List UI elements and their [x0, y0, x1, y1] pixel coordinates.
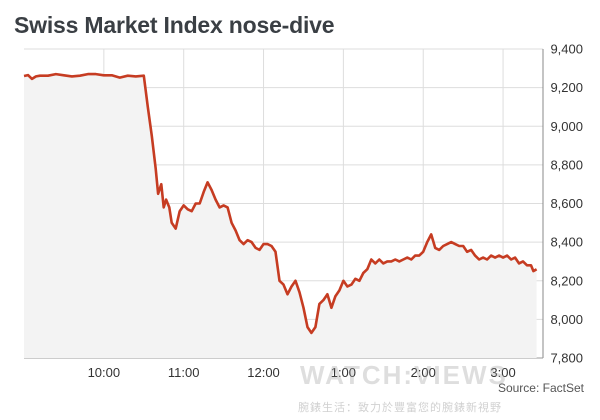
x-tick-label: 2:00: [411, 365, 436, 380]
y-tick-label: 8,400: [550, 235, 583, 250]
y-tick-label: 9,200: [550, 80, 583, 95]
watermark-subtext: 腕錶生活：致力於豐富您的腕錶新視野: [298, 402, 502, 414]
y-tick-label: 9,000: [550, 119, 583, 134]
x-tick-label: 11:00: [168, 365, 200, 380]
y-tick-label: 8,000: [550, 312, 583, 327]
y-tick-label: 8,600: [550, 196, 583, 211]
y-axis-ticks: 7,800 8,000 8,200 8,400 8,600 8,800 9,000 9,200…: [550, 42, 583, 366]
chart-title: Swiss Market Index nose-dive: [14, 12, 335, 38]
x-tick-label: 3:00: [490, 365, 515, 380]
y-tick-label: 8,200: [550, 273, 583, 288]
y-tick-label: 9,400: [550, 42, 583, 57]
x-tick-label: 1:00: [331, 365, 356, 380]
y-tick-label: 7,800: [550, 351, 583, 366]
watermark-text: WATCH:VIEWS: [300, 360, 508, 390]
y-tick-label: 8,800: [550, 157, 583, 172]
series-line: [23, 72, 538, 335]
x-axis-ticks: 10:00 11:00 12:00 1:00 2:00 3:00: [88, 365, 516, 380]
area-fill: [24, 74, 537, 358]
x-tick-label: 10:00: [88, 365, 121, 380]
source-note: Source: FactSet: [497, 381, 584, 395]
x-tick-label: 12:00: [247, 365, 280, 380]
